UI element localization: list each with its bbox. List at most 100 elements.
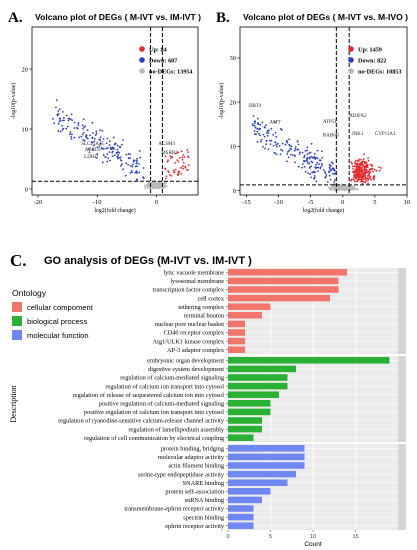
point-down (279, 127, 282, 130)
point-down (142, 167, 145, 169)
point-down (260, 140, 262, 143)
point-down (135, 170, 138, 173)
point-down (294, 146, 297, 148)
point-up (361, 176, 364, 179)
point-down (73, 121, 76, 124)
point-down (333, 181, 336, 183)
bar-category-label: SNARE binding (183, 480, 225, 487)
point-down (265, 124, 267, 127)
point-down (105, 142, 108, 145)
legend-marker (139, 68, 145, 74)
point-down (84, 135, 87, 138)
point-down (290, 145, 293, 148)
point-up (167, 159, 170, 162)
point-up (368, 169, 371, 171)
legend-label: no-DEGs: 13954 (149, 68, 193, 75)
point-up (187, 164, 190, 167)
point-down (78, 136, 81, 139)
point-up (355, 171, 357, 174)
x-tick-label: 0 (341, 199, 344, 206)
bar-category-label: cell cortex (198, 295, 225, 302)
point-no-deg (156, 186, 159, 188)
point-down (310, 176, 313, 179)
point-up (180, 172, 183, 175)
gene-label: SIRT4 (248, 104, 262, 109)
bar (228, 425, 262, 433)
point-down (278, 145, 281, 147)
point-up (366, 179, 369, 182)
point-down (77, 124, 80, 126)
bar-category-label: CD40 receptor complex (164, 330, 225, 337)
point-no-deg (151, 183, 154, 185)
point-down (138, 171, 141, 174)
point-down (122, 168, 124, 171)
point-down (303, 154, 306, 157)
point-up (365, 177, 368, 180)
panel-letter: A. (8, 10, 23, 26)
point-down (274, 131, 277, 134)
point-down (109, 159, 111, 162)
point-down (256, 130, 259, 133)
point-down (275, 135, 278, 138)
point-down (257, 122, 259, 124)
bar-category-label: positive regulation of calcium ion trans… (84, 409, 224, 416)
facet-strip (398, 356, 406, 442)
point-down (310, 142, 313, 145)
point-up (169, 173, 171, 176)
point-down (268, 139, 271, 142)
point-no-deg (339, 188, 341, 191)
point-up (360, 163, 363, 166)
point-down (86, 129, 89, 132)
point-no-deg (164, 182, 166, 185)
point-down (73, 127, 76, 129)
bar (228, 346, 245, 353)
legend-marker (348, 46, 354, 52)
point-up (361, 170, 364, 173)
point-down (287, 156, 290, 159)
point-down (318, 163, 320, 166)
bar (228, 417, 262, 424)
point-down (116, 148, 119, 151)
point-up (352, 178, 354, 181)
point-no-deg (349, 188, 352, 190)
point-down (136, 157, 138, 160)
point-down (267, 132, 270, 134)
point-down (253, 122, 256, 124)
bar (228, 470, 296, 478)
point-down (105, 147, 107, 150)
point-down (111, 151, 114, 154)
point-down (108, 151, 111, 154)
point-up (165, 177, 167, 180)
gene-label: CYP11A1 (375, 132, 396, 137)
y-axis-label: Description (9, 385, 18, 422)
point-down (334, 172, 337, 175)
point-down (92, 132, 94, 134)
panel-letter: C. (10, 251, 27, 270)
point-down (120, 164, 122, 167)
point-down (313, 152, 316, 155)
point-up (360, 173, 363, 176)
x-tick-label: -20 (34, 199, 43, 206)
point-down (71, 133, 73, 136)
point-down (125, 162, 127, 165)
point-up (351, 165, 354, 168)
point-no-deg (147, 184, 150, 187)
bar-category-label: tethering complex (178, 304, 224, 311)
scatter-points (251, 115, 382, 192)
bar (228, 453, 305, 461)
point-down (272, 133, 275, 136)
bar-category-label: lysosomal membrane (170, 278, 224, 285)
point-no-deg (342, 187, 345, 190)
point-down (52, 118, 54, 120)
point-up (177, 172, 180, 175)
point-up (362, 160, 365, 163)
point-up (362, 173, 365, 176)
point-down (325, 174, 328, 176)
point-no-deg (354, 188, 357, 191)
gene-label: ACSM3 (158, 142, 175, 147)
gene-label: ATP5J (323, 120, 336, 125)
point-down (99, 129, 101, 132)
point-down (125, 153, 128, 156)
point-no-deg (334, 187, 337, 190)
point-down (331, 162, 334, 165)
